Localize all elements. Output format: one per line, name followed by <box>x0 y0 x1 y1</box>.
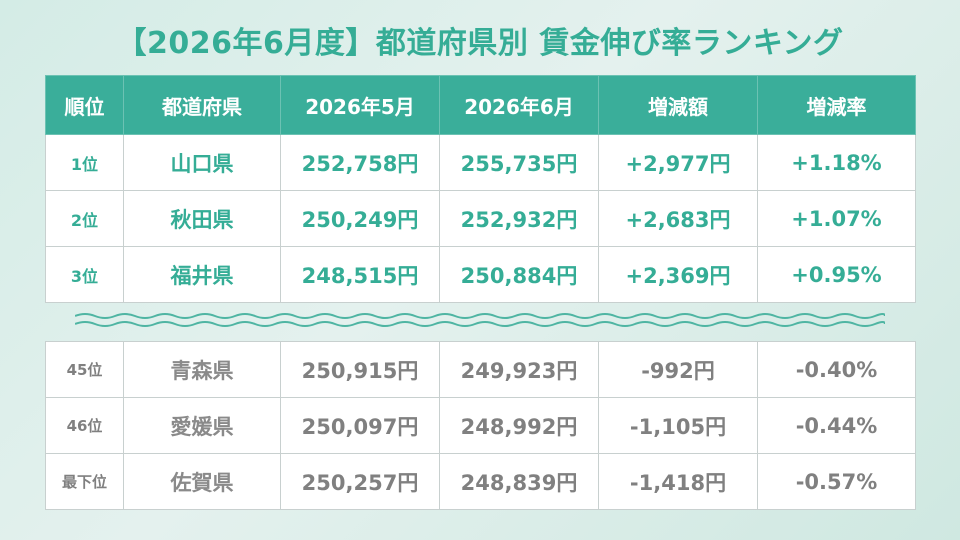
prefecture-cell: 愛媛県 <box>123 397 281 454</box>
page-title: 【2026年6月度】都道府県別 賃金伸び率ランキング <box>116 26 844 61</box>
may-wage-cell: 252,758円 <box>280 134 440 191</box>
wave-divider <box>75 313 885 327</box>
prefecture-cell: 山口県 <box>123 134 281 191</box>
rank-cell: 1位 <box>45 134 124 191</box>
june-wage-cell: 252,932円 <box>439 190 599 247</box>
may-wage-cell: 250,257円 <box>280 453 440 510</box>
may-wage-cell: 250,915円 <box>280 341 440 398</box>
header-june-2026: 2026年6月 <box>439 75 599 135</box>
wave-line-top <box>75 313 885 319</box>
top-ranking-table: 順位 都道府県 2026年5月 2026年6月 増減額 増減率 1位 山口県 2… <box>45 75 916 303</box>
change-rate-cell: +1.18% <box>757 134 916 191</box>
table-header-row: 順位 都道府県 2026年5月 2026年6月 増減額 増減率 <box>45 75 916 135</box>
header-prefecture: 都道府県 <box>123 75 281 135</box>
may-wage-cell: 250,097円 <box>280 397 440 454</box>
rank-cell: 最下位 <box>45 453 124 510</box>
change-amount-cell: -1,418円 <box>598 453 758 510</box>
may-wage-cell: 250,249円 <box>280 190 440 247</box>
header-may-2026: 2026年5月 <box>280 75 440 135</box>
change-rate-cell: -0.44% <box>757 397 916 454</box>
june-wage-cell: 248,839円 <box>439 453 599 510</box>
change-amount-cell: -992円 <box>598 341 758 398</box>
table-row: 1位 山口県 252,758円 255,735円 +2,977円 +1.18% <box>45 134 916 191</box>
change-rate-cell: +1.07% <box>757 190 916 247</box>
june-wage-cell: 250,884円 <box>439 246 599 303</box>
prefecture-cell: 青森県 <box>123 341 281 398</box>
rank-cell: 46位 <box>45 397 124 454</box>
table-row: 最下位 佐賀県 250,257円 248,839円 -1,418円 -0.57% <box>45 453 916 510</box>
prefecture-cell: 福井県 <box>123 246 281 303</box>
table-row: 46位 愛媛県 250,097円 248,992円 -1,105円 -0.44% <box>45 397 916 454</box>
table-row: 45位 青森県 250,915円 249,923円 -992円 -0.40% <box>45 341 916 398</box>
table-row: 2位 秋田県 250,249円 252,932円 +2,683円 +1.07% <box>45 190 916 247</box>
rank-cell: 45位 <box>45 341 124 398</box>
prefecture-cell: 佐賀県 <box>123 453 281 510</box>
june-wage-cell: 255,735円 <box>439 134 599 191</box>
change-rate-cell: -0.57% <box>757 453 916 510</box>
change-rate-cell: -0.40% <box>757 341 916 398</box>
june-wage-cell: 249,923円 <box>439 341 599 398</box>
header-change-amount: 増減額 <box>598 75 758 135</box>
rank-cell: 2位 <box>45 190 124 247</box>
change-amount-cell: +2,369円 <box>598 246 758 303</box>
table-row: 3位 福井県 248,515円 250,884円 +2,369円 +0.95% <box>45 246 916 303</box>
change-amount-cell: -1,105円 <box>598 397 758 454</box>
change-rate-cell: +0.95% <box>757 246 916 303</box>
change-amount-cell: +2,683円 <box>598 190 758 247</box>
header-rank: 順位 <box>45 75 124 135</box>
may-wage-cell: 248,515円 <box>280 246 440 303</box>
rank-cell: 3位 <box>45 246 124 303</box>
wave-line-bottom <box>75 321 885 327</box>
change-amount-cell: +2,977円 <box>598 134 758 191</box>
header-change-rate: 増減率 <box>757 75 916 135</box>
june-wage-cell: 248,992円 <box>439 397 599 454</box>
prefecture-cell: 秋田県 <box>123 190 281 247</box>
bottom-ranking-table: 45位 青森県 250,915円 249,923円 -992円 -0.40% 4… <box>45 341 916 510</box>
